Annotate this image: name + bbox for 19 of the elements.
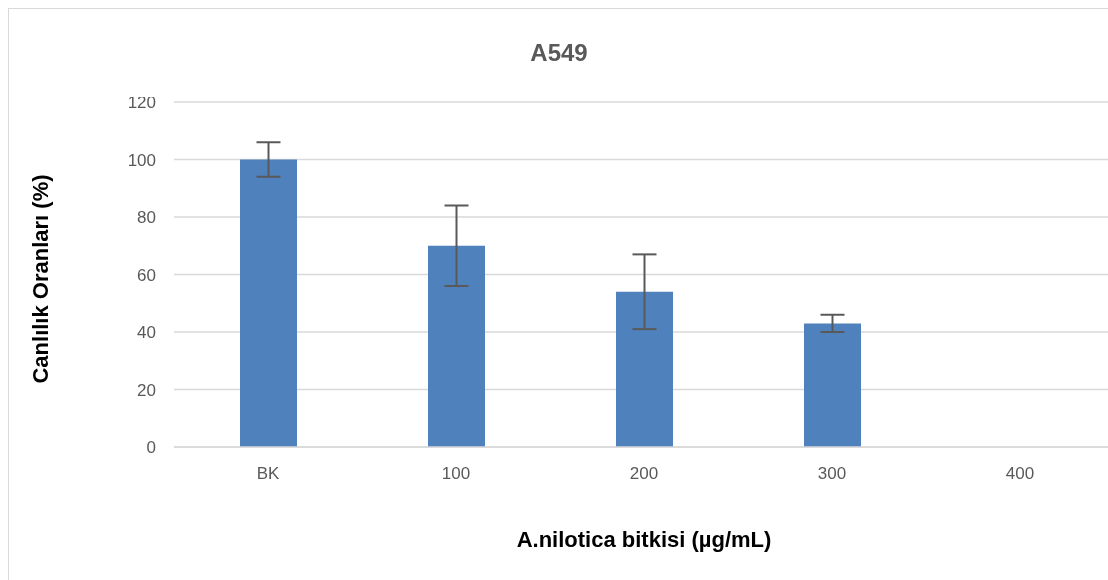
x-tick-label: 100 — [441, 464, 471, 484]
y-tick-label: 0 — [146, 438, 156, 458]
x-tick-label: 200 — [629, 464, 659, 484]
chart-title: A549 — [529, 39, 589, 67]
bar — [804, 323, 861, 447]
y-tick-label: 60 — [137, 265, 156, 285]
y-tick-label: 120 — [127, 93, 156, 113]
x-tick-label: 400 — [1005, 464, 1035, 484]
bar — [240, 159, 297, 447]
y-axis-title: Canlılık Oranları (%) — [28, 174, 54, 384]
y-tick-label: 40 — [137, 323, 156, 343]
y-tick-label: 100 — [127, 150, 156, 170]
x-axis-title: A.nilotica bitkisi (µg/mL) — [515, 527, 773, 553]
x-tick-label: 300 — [817, 464, 847, 484]
y-tick-label: 80 — [137, 208, 156, 228]
bar — [616, 291, 673, 447]
x-tick-label: BK — [256, 464, 280, 484]
y-tick-label: 20 — [137, 380, 156, 400]
bar — [428, 245, 485, 447]
